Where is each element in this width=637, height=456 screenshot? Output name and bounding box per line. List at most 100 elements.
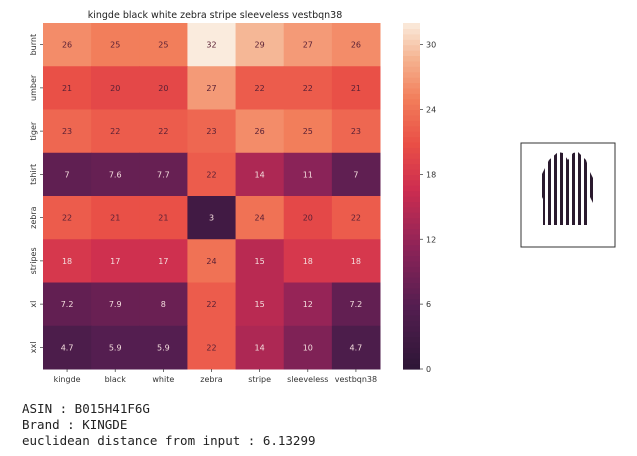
colorbar-tick-label: 30 xyxy=(426,41,436,50)
cell-value-label: 23 xyxy=(351,127,361,136)
heatmap-cell xyxy=(43,239,92,283)
cell-value-label: 14 xyxy=(255,170,265,179)
colorbar-segment xyxy=(403,217,420,224)
heatmap-cell xyxy=(187,325,237,370)
cell-value-label: 26 xyxy=(62,41,72,50)
cell-value-label: 4.7 xyxy=(350,343,363,352)
heatmap-cell xyxy=(43,109,92,154)
heatmap-cell xyxy=(187,282,237,327)
heatmap-cell xyxy=(331,109,381,154)
heatmap-cell xyxy=(43,196,92,240)
colorbar-segment xyxy=(403,325,420,332)
cell-value-label: 23 xyxy=(206,127,216,136)
colorbar-segment xyxy=(403,196,420,203)
colorbar-segment xyxy=(403,23,420,30)
colorbar-segment xyxy=(403,82,420,89)
heatmap-cell xyxy=(235,152,285,197)
column-tick-label: kingde xyxy=(54,375,81,384)
heatmap-cell xyxy=(331,152,381,197)
cell-value-label: 21 xyxy=(158,214,168,223)
heatmap-cell xyxy=(331,325,381,370)
colorbar-segment xyxy=(403,250,420,257)
colorbar-segment xyxy=(403,212,420,219)
cell-value-label: 7.6 xyxy=(109,170,122,179)
cell-value-label: 7.7 xyxy=(157,170,170,179)
vest-stripe xyxy=(542,152,545,225)
cell-value-label: 18 xyxy=(62,257,72,266)
colorbar-segment xyxy=(403,98,420,105)
heatmap-cell xyxy=(235,66,285,110)
colorbar-segment xyxy=(403,125,420,132)
heatmap-cell xyxy=(283,282,333,327)
vest-stripe xyxy=(560,152,563,225)
colorbar-segment xyxy=(403,309,420,316)
colorbar-segment xyxy=(403,141,420,148)
colorbar-segment xyxy=(403,304,420,311)
vest-stripe xyxy=(551,152,554,225)
cell-value-label: 25 xyxy=(158,41,168,50)
cell-value-label: 26 xyxy=(255,127,265,136)
column-tick-labels: kingde black white zebra stripe sleeveless ves… xyxy=(54,369,377,384)
heatmap-cell xyxy=(43,66,92,110)
colorbar-segment xyxy=(403,179,420,186)
cell-value-label: 21 xyxy=(62,84,72,93)
row-tick-label: tshirt xyxy=(29,164,38,185)
colorbar-segment xyxy=(403,298,420,305)
colorbar-segment xyxy=(403,244,420,251)
vest-stripe xyxy=(575,152,578,225)
heatmap-cell xyxy=(139,325,188,370)
cell-value-label: 22 xyxy=(206,170,216,179)
cell-value-label: 27 xyxy=(206,84,216,93)
row-tick-label: tiger xyxy=(29,121,38,140)
cell-value-label: 7.9 xyxy=(109,300,122,309)
heatmap-cell xyxy=(91,23,140,67)
row-tick-labels: burnt umber tiger tshirt zebra stripes xl xxl xyxy=(29,34,43,353)
cell-value-label: 24 xyxy=(255,214,265,223)
heatmap-cell xyxy=(91,325,140,370)
vest-stripe xyxy=(539,152,542,225)
column-tick-label: stripe xyxy=(248,375,271,384)
colorbar-segment xyxy=(403,277,420,284)
colorbar-tick-label: 12 xyxy=(426,235,436,244)
colorbar-segment xyxy=(403,131,420,138)
heatmap-cell-labels: 26 25 25 32 29 27 26 21 20 20 27 22 22 21 23 22 22 23 26 25… xyxy=(61,41,363,353)
cell-value-label: 3 xyxy=(209,214,214,223)
colorbar: 0 6 12 18 24 30 xyxy=(403,23,436,374)
colorbar-segment xyxy=(403,239,420,246)
cell-value-label: 22 xyxy=(158,127,168,136)
colorbar-segment xyxy=(403,28,420,35)
heatmap-cell xyxy=(187,66,237,110)
heatmap-cell xyxy=(331,66,381,110)
heatmap-cell xyxy=(91,66,140,110)
cell-value-label: 22 xyxy=(110,127,120,136)
cell-value-label: 18 xyxy=(351,257,361,266)
vest-stripe xyxy=(581,152,584,225)
cell-value-label: 24 xyxy=(206,257,216,266)
vest-stripe xyxy=(545,152,548,225)
cell-value-label: 10 xyxy=(303,343,313,352)
colorbar-segment xyxy=(403,363,420,370)
vest-stripe xyxy=(563,152,566,225)
row-tick-label: xxl xyxy=(29,342,38,354)
heatmap-cell xyxy=(139,282,188,327)
colorbar-segment xyxy=(403,147,420,154)
cell-value-label: 20 xyxy=(303,214,313,223)
cell-value-label: 18 xyxy=(303,257,313,266)
heatmap-cell xyxy=(43,325,92,370)
vest-stripe xyxy=(584,152,587,225)
colorbar-segment xyxy=(403,293,420,300)
colorbar-segment xyxy=(403,228,420,235)
colorbar-segment xyxy=(403,163,420,170)
distance-label: euclidean distance from input : 6.13299 xyxy=(22,433,316,448)
heatmap-cell xyxy=(43,152,92,197)
heatmap-cell xyxy=(91,109,140,154)
colorbar-segment xyxy=(403,71,420,78)
heatmap-cell xyxy=(139,109,188,154)
colorbar-segment xyxy=(403,347,420,354)
cell-value-label: 5.9 xyxy=(109,343,122,352)
cell-value-label: 14 xyxy=(255,343,265,352)
colorbar-segment xyxy=(403,320,420,327)
colorbar-segment xyxy=(403,190,420,197)
vest-stripe xyxy=(569,152,572,225)
heatmap-cell xyxy=(187,23,237,67)
